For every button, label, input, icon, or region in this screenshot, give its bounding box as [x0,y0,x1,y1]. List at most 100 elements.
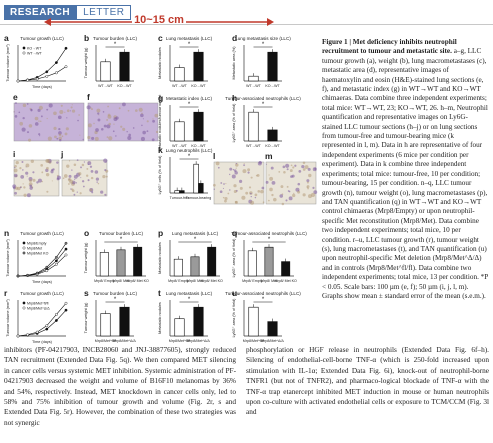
texture-dot-e-9 [59,109,64,115]
texture-dot-m-4 [271,193,274,197]
texture-dot-i-15 [25,171,29,175]
category-label-o-0: Mrp8/ Empty [94,279,115,283]
texture-dot-e-20 [22,116,25,120]
texture-dot-j-28 [104,169,107,172]
category-label-c-0: WT→WT [172,84,188,88]
texture-dot-i-44 [14,191,17,195]
texture-dot-f-45 [146,120,149,123]
body-text-left: inhibitors (PF-04217903, INCB28060 and J… [4,345,236,428]
texture-dot-f-42 [97,112,100,115]
sig-star-t: * [188,297,191,303]
texture-dot-j-11 [73,193,76,196]
texture-dot-m-18 [308,173,312,178]
sig-star-d: * [262,42,265,48]
legend-marker-n-1 [22,246,26,250]
legend-label-r-0: Mrp8/Met^fl/fl [27,302,49,306]
texture-dot-l-25 [247,171,250,174]
legend-marker-n-0 [22,241,26,245]
texture-dot-l-41 [217,166,220,169]
texture-dot-i-19 [13,168,18,173]
texture-dot-e-22 [26,131,30,134]
texture-dot-m-9 [313,190,318,195]
bar-d-1 [267,51,278,82]
texture-dot-e-6 [65,127,69,131]
legend-label-a-0: KO→WT [27,47,42,51]
size-annotation-label: 10~15 cm [134,14,184,26]
texture-dot-l-17 [212,183,216,187]
texture-dot-m-5 [280,185,284,189]
bar-h-1 [267,129,278,142]
texture-dot-l-23 [229,167,233,171]
panel-letter-h: h [232,93,237,103]
texture-dot-i-0 [26,175,28,177]
texture-dot-j-23 [100,190,104,194]
bar-k-1-0 [193,163,199,194]
texture-dot-f-19 [91,136,95,140]
texture-dot-e-1 [28,138,32,142]
category-label-o-2: Mrp8/ Met KO [126,279,149,283]
texture-dot-l-45 [235,162,237,165]
data-point-r-1-2 [35,330,39,334]
texture-dot-i-43 [46,166,49,170]
texture-dot-j-7 [62,177,65,180]
header-rule [0,24,493,25]
texture-dot-j-46 [68,160,71,162]
data-point-a-1-2 [35,77,39,81]
texture-dot-j-40 [81,180,85,183]
series-line-r-1 [17,303,67,337]
category-label-t-1: Mrp8/Met^Δ/Δ [187,339,210,343]
data-point-r-0-5 [64,308,68,312]
texture-dot-i-40 [46,190,49,193]
texture-dot-j-27 [79,192,82,195]
section-label: RESEARCH [4,5,77,20]
panel-letter-a: a [4,33,9,43]
panel-title-k: Lung neutrophils (LLC) [166,148,213,153]
texture-dot-j-20 [73,163,77,167]
bar-b-1 [119,51,130,82]
texture-dot-l-22 [223,183,225,185]
texture-dot-m-51 [290,175,293,178]
x-label-r: Time (days) [32,340,53,344]
panel-letter-n: n [4,228,9,238]
texture-dot-i-17 [19,167,22,170]
texture-dot-f-52 [151,138,155,142]
texture-dot-m-49 [312,186,315,189]
category-label-u-1: Mrp8/Met^Δ/Δ [261,339,284,343]
texture-dot-j-16 [80,177,82,179]
panel-title-h: Tumour-associated neutrophils (LLC) [225,96,301,101]
texture-dot-l-5 [224,197,228,201]
texture-dot-i-21 [22,169,24,171]
category-label-s-0: Mrp8/Met^fl/fl [95,339,117,343]
sig-star-o: * [120,237,123,243]
texture-dot-j-10 [80,166,82,169]
texture-dot-l-21 [235,163,239,167]
texture-dot-i-27 [30,159,34,163]
panel-title-d: Lung metastasis size (LLC) [235,36,291,41]
texture-dot-f-22 [91,108,94,111]
texture-dot-j-21 [74,178,76,181]
texture-dot-f-7 [115,135,117,137]
texture-dot-j-1 [67,183,70,185]
texture-dot-l-16 [234,200,238,204]
texture-dot-i-34 [56,161,59,164]
panel-title-b: Tumour burden (LLC) [93,36,137,41]
texture-dot-j-26 [71,169,73,171]
texture-dot-l-31 [224,199,227,203]
texture-dot-m-45 [292,166,295,169]
texture-dot-i-52 [21,161,24,164]
texture-dot-f-26 [140,113,144,118]
series-line-a-1 [17,66,67,82]
texture-dot-l-44 [229,189,231,191]
texture-dot-j-48 [69,179,74,184]
texture-dot-f-2 [106,119,109,121]
texture-dot-l-30 [222,187,225,189]
bar-u-1 [267,321,278,337]
texture-dot-f-39 [122,102,126,107]
texture-dot-e-7 [82,138,84,141]
texture-dot-i-22 [41,171,44,174]
category-label-o-1: Mrp8/ Met [113,279,129,283]
texture-dot-m-47 [285,163,290,168]
texture-dot-j-43 [85,174,89,177]
bar-o-2 [133,246,143,277]
micrograph-m [265,161,318,206]
